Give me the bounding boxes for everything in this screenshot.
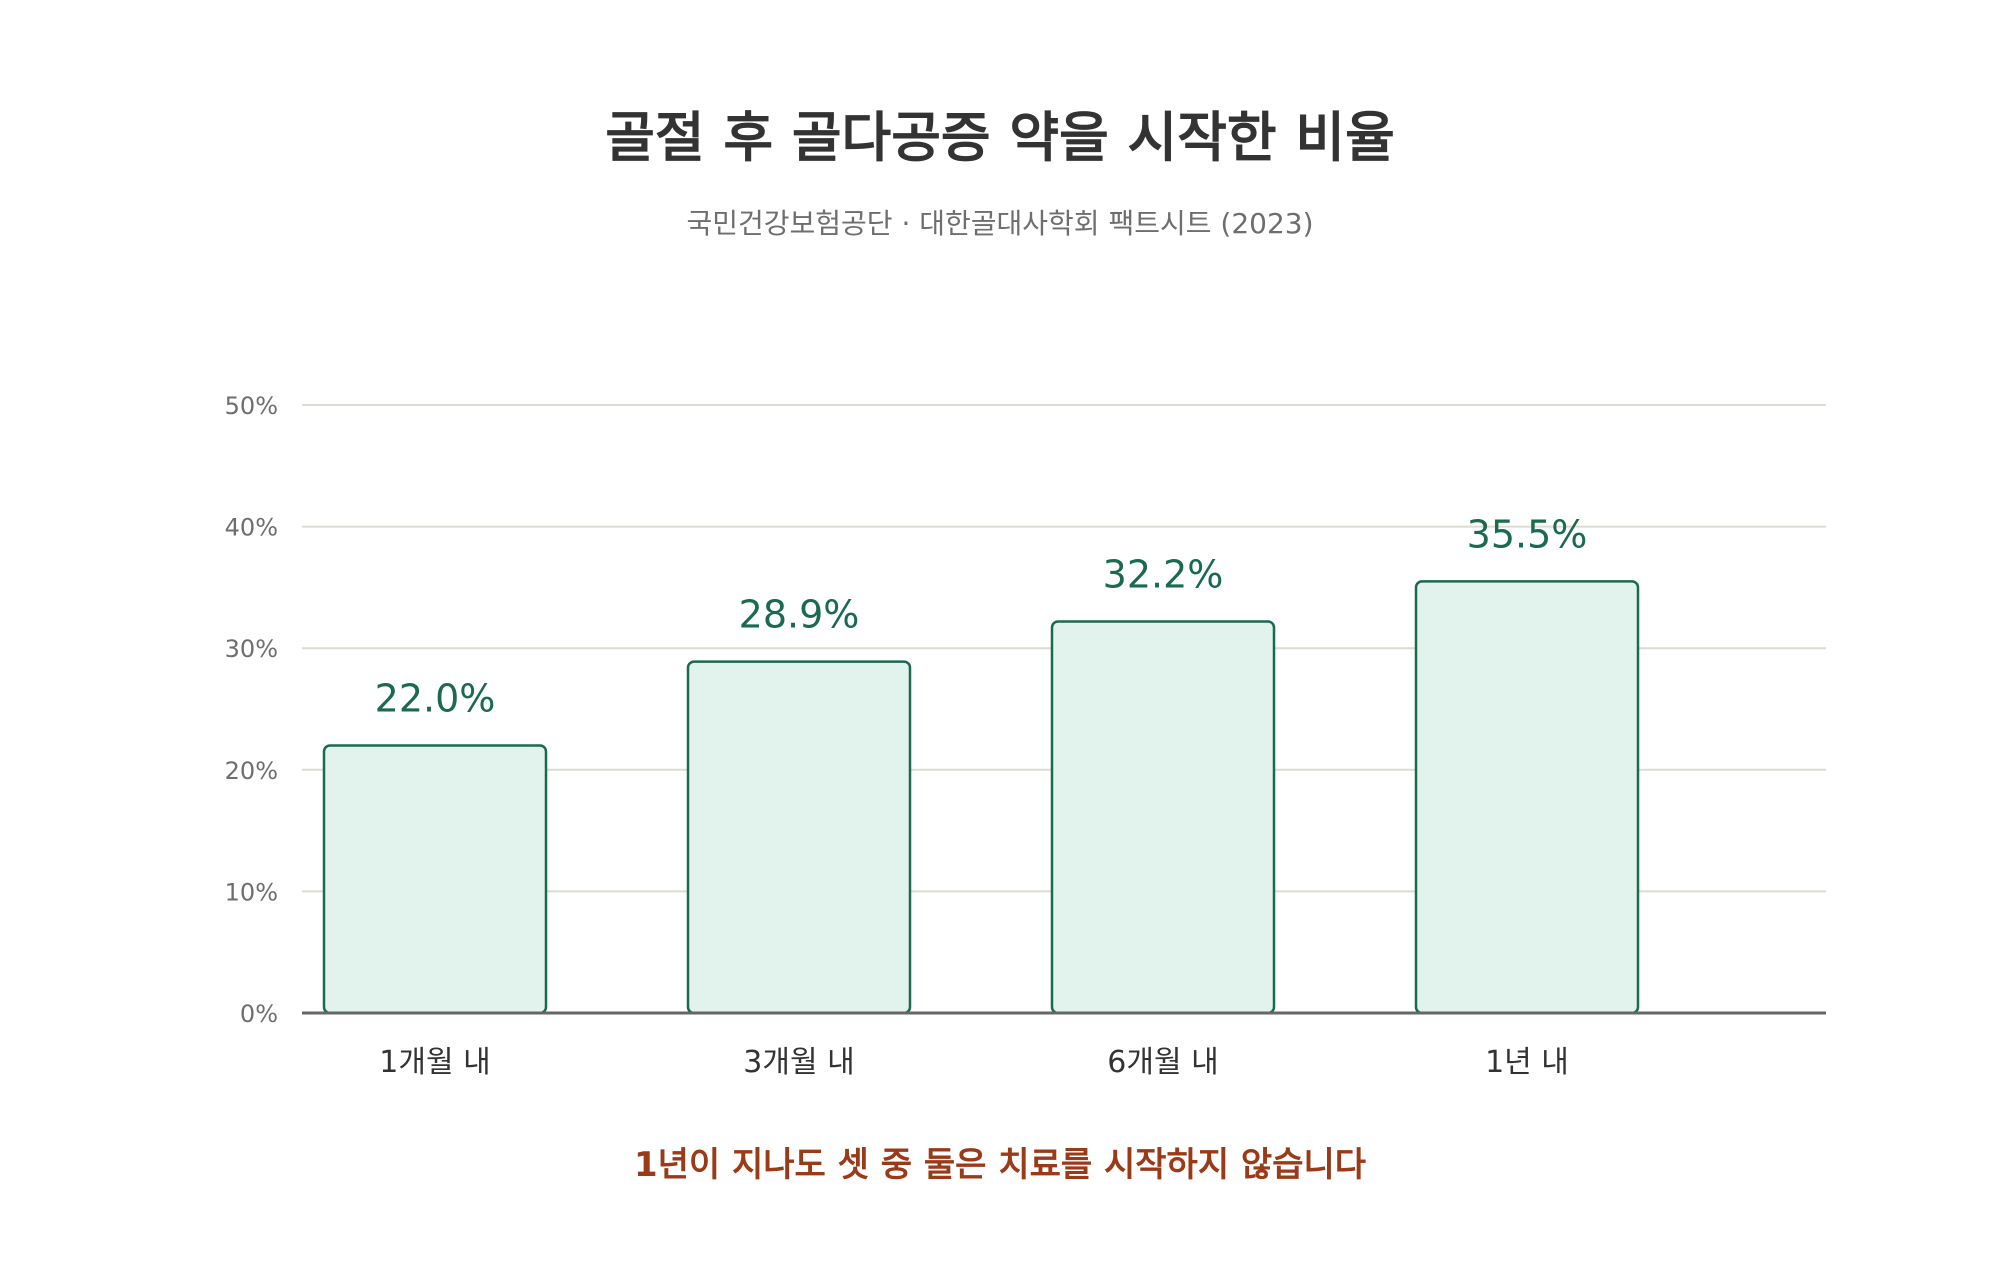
bar — [1414, 580, 1640, 1015]
y-tick-label: 30% — [225, 635, 278, 663]
bar — [1050, 620, 1276, 1015]
x-tick-label: 6개월 내 — [1107, 1045, 1218, 1080]
y-tick-label: 50% — [225, 392, 278, 420]
x-tick-label: 1년 내 — [1485, 1045, 1569, 1080]
bar — [322, 744, 548, 1015]
x-axis-ticks: 1개월 내 3개월 내 6개월 내 1년 내 — [379, 1045, 1569, 1080]
y-tick-label: 20% — [225, 757, 278, 785]
bars — [322, 580, 1640, 1015]
bar — [686, 660, 912, 1015]
y-tick-label: 0% — [240, 1000, 278, 1028]
bar-value-label: 32.2% — [1103, 552, 1224, 596]
value-labels: 22.0% 28.9% 32.2% 35.5% — [375, 512, 1588, 720]
y-tick-label: 40% — [225, 514, 278, 542]
chart-title: 골절 후 골다공증 약을 시작한 비율 — [605, 106, 1395, 169]
bar-value-label: 35.5% — [1467, 512, 1588, 556]
y-tick-label: 10% — [225, 878, 278, 906]
chart-subtitle: 국민건강보험공단 · 대한골대사학회 팩트시트 (2023) — [686, 207, 1313, 240]
bar-value-label: 28.9% — [739, 593, 860, 637]
x-tick-label: 1개월 내 — [379, 1045, 490, 1080]
x-tick-label: 3개월 내 — [743, 1045, 854, 1080]
y-axis-ticks: 0% 10% 20% 30% 40% 50% — [225, 392, 278, 1028]
bar-value-label: 22.0% — [375, 676, 496, 720]
chart-note: 1년이 지나도 셋 중 둘은 치료를 시작하지 않습니다 — [634, 1145, 1366, 1185]
